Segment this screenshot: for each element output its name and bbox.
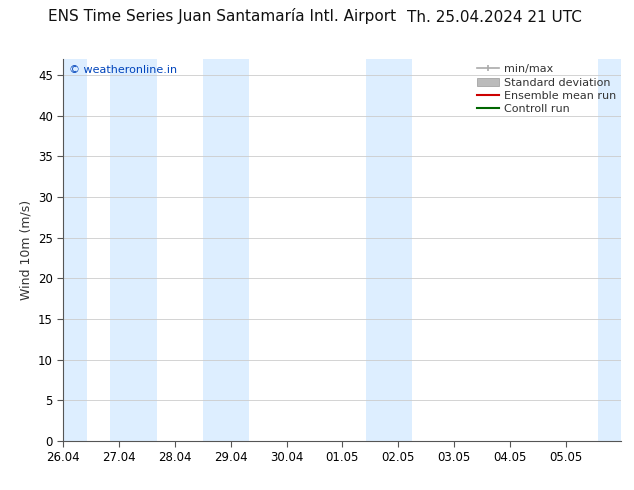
Y-axis label: Wind 10m (m/s): Wind 10m (m/s) — [20, 200, 32, 300]
Bar — [598, 59, 621, 441]
Text: © weatheronline.in: © weatheronline.in — [69, 65, 177, 74]
Bar — [110, 59, 157, 441]
Text: Th. 25.04.2024 21 UTC: Th. 25.04.2024 21 UTC — [407, 9, 582, 24]
Bar — [203, 59, 249, 441]
Text: ENS Time Series Juan Santamaría Intl. Airport: ENS Time Series Juan Santamaría Intl. Ai… — [48, 8, 396, 24]
Legend: min/max, Standard deviation, Ensemble mean run, Controll run: min/max, Standard deviation, Ensemble me… — [477, 64, 616, 114]
Bar — [366, 59, 412, 441]
Bar — [63, 59, 87, 441]
